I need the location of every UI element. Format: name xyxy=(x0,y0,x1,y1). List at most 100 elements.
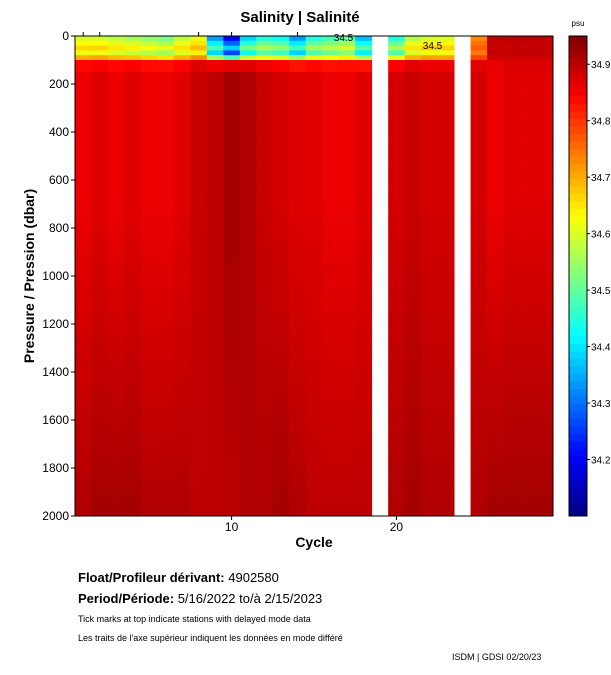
salinity-cell xyxy=(256,216,274,229)
salinity-cell xyxy=(305,492,323,505)
salinity-cell xyxy=(223,40,241,46)
salinity-cell xyxy=(322,168,340,181)
salinity-cell xyxy=(520,72,537,85)
salinity-cell xyxy=(520,252,537,265)
salinity-cell xyxy=(355,432,373,445)
salinity-cell xyxy=(388,312,406,325)
salinity-cell xyxy=(520,444,537,457)
salinity-cell xyxy=(503,132,521,145)
salinity-cell xyxy=(388,432,406,445)
salinity-cell xyxy=(404,480,422,493)
salinity-cell xyxy=(536,300,554,313)
salinity-cell xyxy=(536,324,554,337)
salinity-cell xyxy=(305,252,323,265)
salinity-cell xyxy=(124,216,142,229)
salinity-cell xyxy=(272,216,290,229)
salinity-cell xyxy=(404,276,422,289)
salinity-cell xyxy=(470,60,488,73)
salinity-cell xyxy=(206,420,224,433)
salinity-cell xyxy=(437,228,455,241)
salinity-cell xyxy=(355,204,373,217)
salinity-cell xyxy=(140,444,158,457)
note-english: Tick marks at top indicate stations with… xyxy=(78,614,311,624)
salinity-cell xyxy=(338,288,356,301)
salinity-cell xyxy=(437,372,455,385)
salinity-cell xyxy=(91,408,109,421)
salinity-cell xyxy=(437,480,455,493)
salinity-cell xyxy=(157,156,175,169)
salinity-cell xyxy=(157,84,175,97)
salinity-cell xyxy=(338,396,356,409)
salinity-cell xyxy=(305,108,323,121)
colorbar-tick-label: 34.4 xyxy=(591,343,611,354)
salinity-cell xyxy=(190,144,208,157)
salinity-cell xyxy=(173,408,191,421)
salinity-cell xyxy=(388,264,406,277)
salinity-cell xyxy=(388,180,406,193)
salinity-cell xyxy=(107,40,125,46)
salinity-cell xyxy=(388,396,406,409)
salinity-cell xyxy=(272,336,290,349)
salinity-cell xyxy=(404,204,422,217)
salinity-cell xyxy=(322,36,340,42)
salinity-cell xyxy=(536,432,554,445)
salinity-cell xyxy=(75,120,92,133)
salinity-cell xyxy=(421,360,439,373)
salinity-cell xyxy=(404,300,422,313)
salinity-cell xyxy=(536,84,554,97)
salinity-cell xyxy=(107,384,125,397)
salinity-cell xyxy=(272,120,290,133)
salinity-cell xyxy=(470,192,488,205)
salinity-cell xyxy=(388,55,406,61)
salinity-cell xyxy=(75,60,92,73)
salinity-cell xyxy=(239,396,257,409)
colorbar-segment xyxy=(569,336,587,344)
profile-cycle-27 xyxy=(503,36,521,517)
salinity-cell xyxy=(124,132,142,145)
salinity-cell xyxy=(322,420,340,433)
salinity-cell xyxy=(355,336,373,349)
salinity-cell xyxy=(289,36,307,42)
salinity-cell xyxy=(421,300,439,313)
salinity-cell xyxy=(355,84,373,97)
colorbar-segment xyxy=(569,163,587,172)
colorbar: 34.2 34.3 34.4 34.5 34.6 34.7 34.8 34.9 xyxy=(568,35,611,517)
salinity-cell xyxy=(536,408,554,421)
salinity-cell xyxy=(289,324,307,337)
salinity-cell xyxy=(338,40,356,46)
salinity-cell xyxy=(91,40,109,46)
salinity-cell xyxy=(536,108,554,121)
salinity-cell xyxy=(140,312,158,325)
salinity-cell xyxy=(338,108,356,121)
salinity-cell xyxy=(536,40,554,46)
salinity-cell xyxy=(272,312,290,325)
salinity-cell xyxy=(470,420,488,433)
salinity-cell xyxy=(173,132,191,145)
salinity-cell xyxy=(206,480,224,493)
salinity-cell xyxy=(75,216,92,229)
colorbar-tick-label: 34.2 xyxy=(591,456,611,467)
salinity-cell xyxy=(206,456,224,469)
salinity-cell xyxy=(206,432,224,445)
salinity-cell xyxy=(256,252,274,265)
salinity-cell xyxy=(289,216,307,229)
salinity-cell xyxy=(421,336,439,349)
salinity-cell xyxy=(124,456,142,469)
salinity-cell xyxy=(223,96,241,109)
salinity-cell xyxy=(305,228,323,241)
salinity-cell xyxy=(124,420,142,433)
salinity-cell xyxy=(140,228,158,241)
salinity-cell xyxy=(355,264,373,277)
salinity-cell xyxy=(173,492,191,505)
salinity-cell xyxy=(520,300,537,313)
y-tick-label: 0 xyxy=(62,29,69,43)
salinity-cell xyxy=(355,300,373,313)
salinity-cell xyxy=(140,276,158,289)
salinity-cell xyxy=(503,168,521,181)
salinity-cell xyxy=(289,60,307,73)
salinity-cell xyxy=(223,300,241,313)
salinity-cell xyxy=(206,204,224,217)
salinity-cell xyxy=(256,264,274,277)
salinity-cell xyxy=(173,276,191,289)
salinity-cell xyxy=(173,168,191,181)
